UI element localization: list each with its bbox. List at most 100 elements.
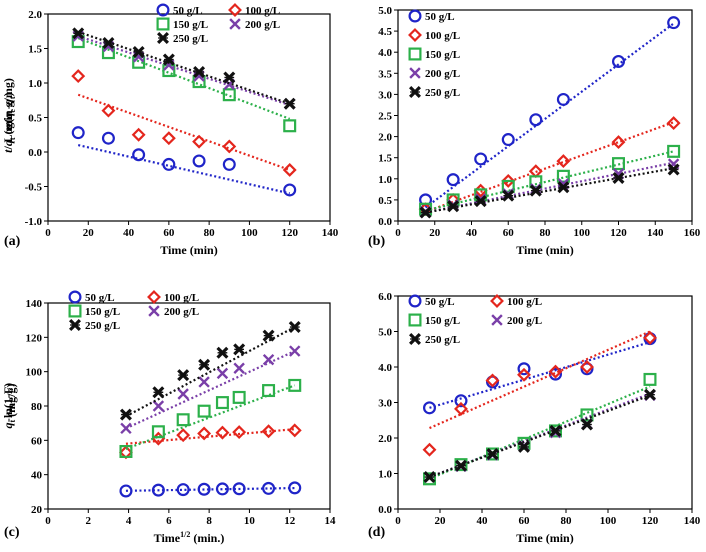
series-50-g-l [71, 126, 297, 197]
data-point-100-g-l [454, 401, 468, 416]
data-point-200-g-l [120, 422, 132, 435]
legend-label-150-g-l: 150 g/L [173, 19, 208, 31]
data-point-150-g-l [529, 175, 543, 189]
y-tick-label: 60 [31, 435, 43, 447]
data-point-150-g-l [486, 447, 500, 461]
data-point-200-g-l [152, 400, 165, 412]
y-tick-label: 0.0 [378, 216, 392, 228]
data-point-100-g-l [232, 425, 247, 440]
x-axis-label: Time (min) [516, 243, 573, 257]
legend-label-250-g-l: 250 g/L [173, 33, 208, 45]
data-point-200-g-l [193, 70, 205, 82]
y-tick-label: 4.0 [378, 362, 392, 374]
series-150-g-l [119, 378, 302, 458]
data-point-200-g-l [262, 353, 275, 366]
legend-label-50-g-l: 50 g/L [425, 11, 455, 23]
fit-line-200-g-l [125, 350, 296, 430]
legend-marker-100-g-l [408, 28, 422, 42]
legend-label-200-g-l: 200 g/L [507, 315, 542, 327]
data-point-200-g-l [198, 376, 210, 388]
data-point-100-g-l [197, 426, 212, 441]
y-tick-label: 40 [31, 470, 43, 482]
y-tick-label: 0.5 [28, 113, 42, 125]
plot-frame [47, 302, 331, 510]
legend-label-100-g-l: 100 g/L [425, 30, 460, 42]
series-50-g-l [419, 16, 681, 209]
y-tick-label: -0.5 [25, 182, 43, 194]
y-tick-label: -1.0 [25, 216, 43, 228]
data-point-150-g-l [643, 372, 657, 386]
y-tick-label: 120 [26, 332, 43, 344]
data-point-100-g-l [282, 162, 297, 177]
y-tick-label: 0.0 [28, 147, 42, 159]
x-tick-label: 0 [395, 227, 401, 239]
plot-frame [397, 295, 693, 510]
data-point-100-g-l [161, 131, 176, 146]
legend: 50 g/L 100 g/L 150 g/L 200 g/L 250 g/L [408, 9, 460, 99]
y-tick-label: 4.5 [378, 26, 392, 38]
data-point-50-g-l [611, 54, 625, 68]
x-tick-label: 60 [163, 227, 175, 239]
legend: 50 g/L 100 g/L 150 g/L 200 g/L 250 g/L [408, 294, 542, 346]
data-point-150-g-l [611, 157, 625, 171]
legend-marker-200-g-l [409, 67, 421, 79]
data-point-200-g-l [216, 367, 229, 380]
y-axis-label: -ln(1-F) [1, 383, 15, 422]
legend-marker-150-g-l [408, 313, 422, 327]
data-point-100-g-l [192, 134, 207, 149]
panel-label: (d) [368, 525, 385, 540]
y-tick-label: 140 [26, 298, 43, 310]
x-tick-label: 20 [429, 227, 441, 239]
legend-marker-150-g-l [408, 47, 422, 61]
fit-line-50-g-l [77, 144, 290, 195]
data-point-150-g-l [580, 408, 594, 422]
data-point-50-g-l [556, 92, 570, 106]
legend-label-50-g-l: 50 g/L [173, 5, 203, 17]
data-point-100-g-l [643, 330, 657, 345]
data-point-150-g-l [151, 425, 165, 439]
data-point-150-g-l [176, 413, 190, 427]
x-tick-label: 20 [435, 515, 447, 527]
data-point-50-g-l [232, 482, 246, 496]
legend-marker-150-g-l [156, 17, 170, 31]
plot-frame [47, 13, 331, 222]
y-tick-label: 1.0 [378, 469, 392, 481]
x-tick-label: 60 [519, 515, 531, 527]
y-tick-label: 1.0 [378, 174, 392, 186]
series-100-g-l [422, 330, 657, 457]
data-point-50-g-l [262, 481, 276, 495]
panel-label: (a) [4, 234, 21, 249]
data-point-200-g-l [289, 345, 301, 357]
fit-line-250-g-l [77, 30, 291, 105]
x-tick-label: 140 [647, 227, 664, 239]
data-point-50-g-l [529, 113, 543, 127]
y-tick-label: 2.5 [378, 111, 392, 123]
legend-label-100-g-l: 100 g/L [164, 292, 199, 304]
legend-label-100-g-l: 100 g/L [245, 5, 280, 17]
legend-label-250-g-l: 250 g/L [85, 320, 120, 332]
x-tick-label: 10 [244, 515, 256, 527]
data-point-150-g-l [232, 390, 246, 404]
fit-line-50-g-l [424, 22, 675, 209]
data-point-50-g-l [580, 362, 594, 376]
x-tick-label: 100 [574, 227, 591, 239]
x-tick-label: 0 [45, 515, 51, 527]
data-point-50-g-l [151, 483, 165, 497]
x-tick-label: 12 [284, 515, 296, 527]
data-point-150-g-l [423, 472, 437, 486]
y-tick-label: 3.0 [378, 398, 392, 410]
data-point-150-g-l [501, 179, 515, 193]
data-point-150-g-l [215, 396, 229, 410]
fit-line-100-g-l [425, 121, 674, 213]
x-axis-label: Time1/2 (min.) [154, 530, 225, 545]
y-tick-label: 0.5 [378, 195, 392, 207]
data-point-50-g-l [517, 362, 531, 376]
y-axis-label: t/qt (min g/mg) [1, 78, 17, 153]
legend-label-150-g-l: 150 g/L [85, 306, 120, 318]
legend: 50 g/L 100 g/L 150 g/L 200 g/L 250 g/L [68, 290, 199, 332]
data-point-50-g-l [101, 131, 115, 145]
x-tick-label: 100 [600, 515, 617, 527]
legend-label-250-g-l: 250 g/L [425, 87, 460, 99]
series-250-g-l [423, 388, 656, 484]
